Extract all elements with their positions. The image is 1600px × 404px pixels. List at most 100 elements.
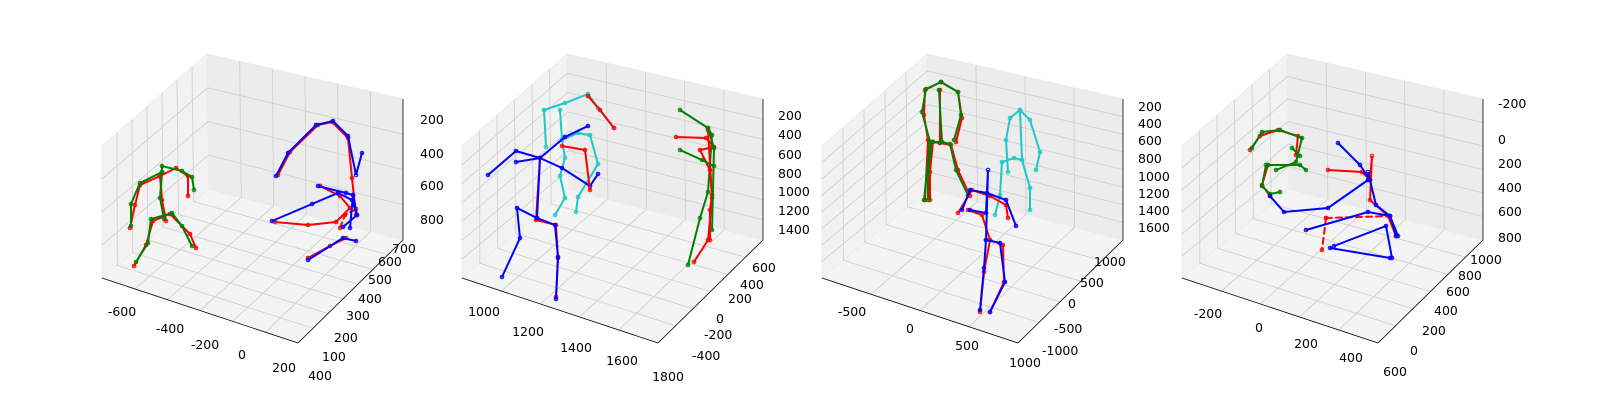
grid-line-y [479, 130, 676, 327]
skeleton-joint [1365, 209, 1371, 215]
skeleton-joint [951, 137, 957, 143]
skeleton-joint [691, 259, 697, 265]
skeleton-bone-pred_a [920, 81, 942, 201]
x-tick-label: 1400 [560, 340, 592, 355]
z-tick-label: 400 [1498, 180, 1522, 195]
skeleton-joint [985, 167, 991, 173]
skeleton-bone-dashed [1325, 215, 1391, 219]
skeleton-joint [343, 190, 349, 196]
skeleton-bone-pred_b [317, 185, 355, 229]
skeleton-joint [514, 205, 520, 211]
y-tick-label: 400 [740, 277, 764, 292]
grid-line-z [821, 121, 1124, 213]
skeleton-joint [673, 134, 679, 140]
skeleton-joint [557, 173, 563, 179]
skeleton-joint [1011, 155, 1017, 161]
skeleton-joint [193, 245, 199, 251]
subplot-4: -200020040060002004006008001000-20002004… [1180, 52, 1526, 379]
skeleton-bone-pred_a [1267, 164, 1307, 171]
y-axis-line [657, 239, 764, 344]
skeleton-joint [697, 215, 703, 221]
x-tick-label: -400 [156, 321, 184, 336]
grid-line-x [199, 76, 307, 311]
skeleton-joint [159, 169, 165, 175]
skeleton-joint [1357, 162, 1363, 168]
y-tick-label: -400 [692, 348, 720, 363]
skeletons [919, 79, 1043, 315]
y-tick-label: 200 [334, 330, 358, 345]
skeleton-joint [340, 235, 346, 241]
z-tick-label: -200 [1498, 96, 1526, 111]
skeleton-joint [128, 223, 134, 229]
skeleton-joint [997, 240, 1003, 246]
z-tick-label: 800 [1498, 230, 1522, 245]
grid-line-y [842, 127, 1040, 323]
skeleton-joint [587, 187, 593, 193]
skeleton-joint [128, 201, 134, 207]
skeleton-joint [513, 148, 519, 154]
skeleton-joint [595, 161, 601, 167]
skeleton-bone-pred_c [554, 139, 567, 216]
skeleton-joint [354, 212, 360, 218]
x-tick-label: 1200 [512, 324, 544, 339]
y-tick-label: 600 [378, 254, 402, 269]
grid-line-y [191, 67, 389, 256]
x-tick-label: 500 [955, 338, 979, 353]
y-tick-label: -500 [1054, 321, 1082, 336]
y-axis-line [297, 239, 404, 344]
z-tick-label: 1000 [1138, 169, 1170, 184]
skeleton-joint [513, 159, 519, 165]
skeleton-joint [705, 237, 711, 243]
skeleton-joint [1297, 153, 1303, 159]
grid-line-y [161, 93, 359, 285]
grid-line-x [968, 87, 1075, 328]
x-tick-label: 1800 [652, 369, 684, 384]
skeleton-joint [938, 79, 944, 85]
z-tick-label: 1000 [778, 184, 810, 199]
grid-line-y [863, 109, 1061, 303]
x-tick-label: 200 [272, 360, 296, 375]
skeleton-bone-dashed [1321, 217, 1327, 251]
x-tick-label: -200 [1194, 306, 1222, 321]
skeleton-joint [557, 107, 563, 113]
y-tick-label: 0 [1410, 343, 1418, 358]
x-tick-label: 400 [308, 368, 332, 383]
skeletons [127, 118, 365, 269]
skeleton-joint [559, 143, 565, 149]
y-tick-label: -1000 [1042, 343, 1078, 358]
skeleton-joint [189, 174, 195, 180]
skeleton-joint [923, 86, 929, 92]
grid-line-y [514, 99, 711, 292]
grid-line-z [1181, 121, 1484, 213]
skeleton-joint [705, 125, 711, 131]
grid-line-z [821, 70, 1124, 163]
skeleton-joint [553, 296, 559, 302]
skeleton-joint [133, 259, 139, 265]
y-tick-label: 700 [392, 241, 416, 256]
skeleton-joint [309, 201, 315, 207]
y-tick-label: 600 [1446, 284, 1470, 299]
skeleton-joint [1303, 227, 1309, 233]
z-tick-label: 200 [778, 108, 802, 123]
skeleton-bone-pred_b [985, 239, 1007, 313]
skeleton-bone-pred_b [536, 217, 560, 300]
skeleton-joint [537, 155, 543, 161]
z-tick-label: 400 [1138, 116, 1162, 131]
skeleton-joint [353, 172, 359, 178]
skeleton-bone-ground_truth [939, 142, 971, 197]
grid-line-y [531, 84, 729, 275]
y-tick-label: 500 [1080, 275, 1104, 290]
z-tick-label: 1200 [778, 203, 810, 218]
x-tick-label: -500 [838, 304, 866, 319]
grid-lines [101, 61, 404, 333]
grid-line-x [134, 61, 242, 290]
skeleton-joint [1325, 167, 1331, 173]
skeleton-joint [179, 168, 185, 174]
skeleton-joint [562, 155, 568, 161]
skeleton-joint [983, 237, 989, 243]
skeleton-joint [187, 231, 193, 237]
skeleton-joint [709, 227, 715, 233]
skeleton-joint [1259, 183, 1265, 189]
grid-line-z [461, 72, 764, 166]
skeleton-bone-pred_b [307, 236, 357, 261]
